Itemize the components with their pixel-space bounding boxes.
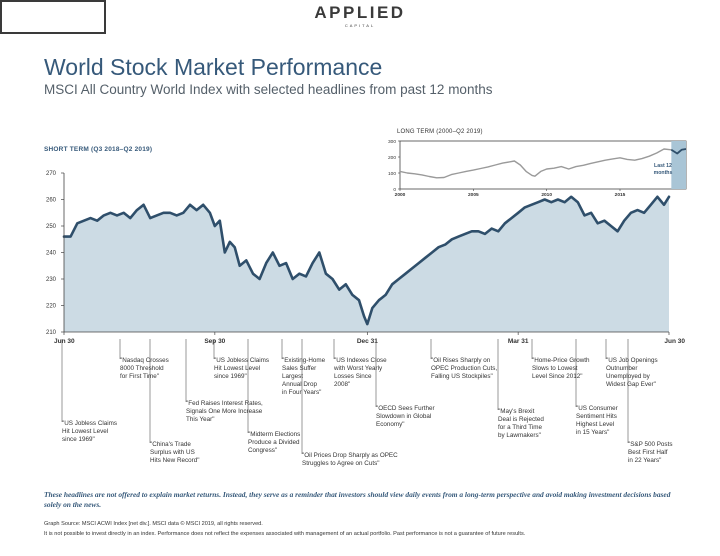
footnote: These headlines are not offered to expla… [44, 490, 671, 509]
short-x-tick-label: Jun 30 [664, 338, 685, 345]
short-y-tick-label: 260 [46, 198, 57, 204]
applied-capital-logo: APPLIED CAPITAL [0, 0, 403, 34]
last-12-months-highlight [671, 141, 686, 189]
headline-12: "May's Brexit Deal is Rejected for a Thi… [498, 408, 544, 439]
long-x-tick-label: 2005 [468, 192, 479, 198]
headline-6: "Midterm Elections Produce a Divided Con… [248, 431, 301, 454]
headline-2: "Nasdaq Crosses 8000 Threshold for First… [120, 357, 169, 380]
long-term-series-line [399, 148, 687, 179]
long-term-chart-title: LONG TERM (2000–Q2 2019) [397, 129, 483, 135]
headline-14: "US Consumer Sentiment Hits Highest Leve… [576, 405, 618, 436]
headline-leader-lines [61, 339, 629, 454]
logo-subword: CAPITAL [344, 23, 376, 28]
long-x-tick-label: 2010 [541, 192, 552, 198]
short-y-tick-label: 210 [46, 330, 57, 336]
headline-3: "China's Trade Surplus with US Hits New … [150, 441, 200, 464]
long-y-tick-label: 300 [388, 139, 396, 145]
short-y-tick-label: 240 [46, 251, 57, 257]
headline-13: "Home-Price Growth Slows to Lowest Level… [532, 357, 590, 380]
graph-source: Graph Source: MSCI ACWI Index [net div.]… [44, 521, 263, 527]
short-term-area [64, 196, 669, 332]
page-subtitle: MSCI All Country World Index with select… [44, 82, 493, 97]
short-y-tick-label: 270 [46, 171, 57, 177]
headline-4: "Fed Raises Interest Rates, Signals One … [186, 400, 263, 423]
short-y-tick-label: 220 [46, 304, 57, 310]
long-term-frame [399, 140, 687, 190]
headline-8: "Oil Prices Drop Sharply as OPEC Struggl… [302, 452, 398, 467]
long-term-last-12-line [670, 148, 687, 155]
short-x-tick-label: Jun 30 [54, 338, 75, 345]
short-x-tick-label: Sep 30 [204, 338, 225, 345]
short-term-chart: 210 220 230 240 250 260 270 Jun 30 Sep 30 Dec 31 M… [46, 171, 685, 345]
long-y-tick-label: 0 [393, 187, 396, 193]
headline-15: "US Job Openings Outnumber Unemployed by… [606, 357, 658, 388]
short-term-series-line [62, 195, 671, 326]
headline-11: "Oil Rises Sharply on OPEC Production Cu… [431, 357, 498, 380]
headline-10: "OECD Sees Further Slowdown in Global Ec… [376, 405, 435, 428]
headline-9: "US Indexes Close with Worst Yearly Loss… [334, 357, 387, 388]
logo-word: APPLIED [314, 3, 406, 22]
short-y-tick-label: 230 [46, 277, 57, 283]
long-x-tick-label: 2000 [395, 192, 406, 198]
short-y-tick-label: 250 [46, 224, 57, 230]
long-y-tick-label: 100 [388, 171, 396, 177]
disclaimer: It is not possible to invest directly in… [44, 531, 526, 537]
headline-7: "Existing-Home Sales Suffer Largest Annu… [282, 357, 326, 396]
short-x-tick-label: Dec 31 [357, 338, 378, 345]
last-12-months-annotation: Last 12 [654, 163, 672, 169]
long-y-tick-label: 200 [388, 155, 396, 161]
long-x-tick-label: 2015 [615, 192, 626, 198]
short-x-tick-label: Mar 31 [508, 338, 529, 345]
headline-5: "US Jobless Claims Hit Lowest Level sinc… [214, 357, 270, 380]
headline-16: "S&P 500 Posts Best First Half in 22 Yea… [628, 441, 673, 464]
headline-1: "US Jobless Claims Hit Lowest Level sinc… [62, 420, 118, 443]
page-title: World Stock Market Performance [44, 54, 383, 80]
short-term-chart-title: SHORT TERM (Q3 2018–Q2 2019) [44, 146, 153, 153]
last-12-months-annotation: months [654, 170, 673, 176]
